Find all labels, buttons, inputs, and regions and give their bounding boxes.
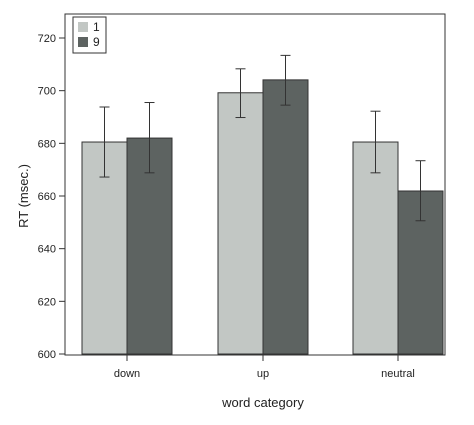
plot-frame bbox=[64, 13, 446, 356]
y-tick-label-0: 600 bbox=[38, 349, 56, 361]
y-tick-label-2: 640 bbox=[38, 244, 56, 256]
error-bar-neutral-series-9 bbox=[415, 160, 426, 222]
error-bar-down-series-1 bbox=[99, 106, 110, 178]
legend-label-9: 9 bbox=[93, 35, 100, 49]
x-tick-label-up: up bbox=[257, 368, 269, 380]
x-axis-title: word category bbox=[221, 395, 304, 410]
y-tick-label-5: 700 bbox=[38, 86, 56, 98]
bar-up-series-1 bbox=[217, 92, 264, 355]
y-tick-label-1: 620 bbox=[38, 296, 56, 308]
y-axis: 600 620 640 660 680 700 720 bbox=[38, 33, 65, 361]
legend-box bbox=[72, 16, 107, 54]
y-tick-label-4: 680 bbox=[38, 138, 56, 150]
error-bar-neutral-series-1 bbox=[370, 110, 381, 174]
legend: 19 bbox=[72, 16, 107, 54]
legend-swatch-1 bbox=[78, 22, 88, 32]
y-tick-label-6: 720 bbox=[38, 33, 56, 45]
bar-neutral-series-1 bbox=[352, 141, 399, 355]
x-axis: down up neutral bbox=[114, 355, 415, 380]
error-bar-up-series-1 bbox=[235, 68, 246, 119]
legend-label-1: 1 bbox=[93, 20, 100, 34]
bars bbox=[81, 79, 444, 355]
x-tick-label-down: down bbox=[114, 368, 140, 380]
bar-down-series-9 bbox=[126, 137, 173, 355]
y-tick-label-3: 660 bbox=[38, 191, 56, 203]
error-bars bbox=[99, 54, 426, 222]
bar-up-series-9 bbox=[262, 79, 309, 355]
error-bar-up-series-9 bbox=[280, 54, 291, 106]
plot-area bbox=[64, 13, 446, 356]
legend-swatch-9 bbox=[78, 37, 88, 47]
error-bar-down-series-9 bbox=[144, 102, 155, 174]
x-tick-label-neutral: neutral bbox=[381, 368, 415, 380]
y-axis-title: RT (msec.) bbox=[16, 164, 31, 228]
